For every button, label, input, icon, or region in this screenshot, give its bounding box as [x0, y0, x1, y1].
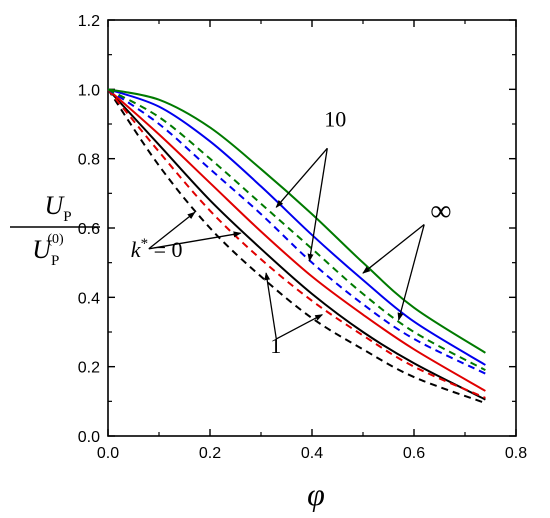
- y-tick-label: 0.2: [78, 360, 100, 377]
- series-line-8: [107, 88, 486, 372]
- svg-text:UP(0): UP (0): [32, 232, 64, 269]
- y-tick-label: 0.0: [78, 429, 100, 446]
- y-tick-label: 0.8: [78, 152, 100, 169]
- annotation-arrow: [275, 314, 324, 340]
- y-label-num-sub: P: [63, 209, 71, 225]
- y-label-num-main: U: [44, 191, 65, 220]
- annotation-label: k* = 0: [131, 236, 183, 262]
- x-tick-label: 0.0: [97, 445, 119, 462]
- annotation-label-main: k: [131, 237, 142, 262]
- annotation-arrow: [275, 147, 328, 208]
- y-tick-label: 0.6: [78, 221, 100, 238]
- series-line-1: [107, 88, 486, 401]
- series-line-3: [107, 88, 486, 392]
- x-tick-label: 0.8: [505, 445, 527, 462]
- y-axis-label: UP UP(0): [10, 191, 100, 269]
- y-tick-label: 1.2: [78, 13, 100, 30]
- y-tick-label: 1.0: [78, 82, 100, 99]
- y-tick-label: 0.4: [78, 290, 100, 307]
- series-line-2: [107, 88, 486, 405]
- x-tick-label: 0.2: [199, 445, 221, 462]
- x-tick-label: 0.4: [301, 445, 323, 462]
- annotation-label-rest: = 0: [148, 237, 182, 262]
- y-label-den-sup: (0): [47, 232, 64, 247]
- axis-labels: φ UP UP(0): [10, 191, 325, 512]
- annotation-label: 10: [324, 106, 346, 131]
- series-line-5: [107, 88, 486, 366]
- series-lines: [107, 88, 486, 405]
- series-line-4: [107, 88, 486, 399]
- series-line-6: [107, 88, 486, 375]
- annotation-arrow: [264, 272, 277, 340]
- annotation-arrow: [148, 231, 242, 250]
- series-line-7: [107, 88, 486, 354]
- annotations: 10 ∞ 1 k* = 0: [131, 106, 452, 358]
- x-tick-label: 0.6: [403, 445, 425, 462]
- y-label-den-main: U: [32, 235, 53, 264]
- annotation-arrow: [397, 224, 425, 321]
- annotation-label: 1: [270, 333, 281, 358]
- y-label-den-sub: P: [51, 253, 59, 269]
- annotation-arrow: [307, 148, 328, 262]
- x-axis-label: φ: [307, 476, 325, 512]
- annotation-arrow: [362, 224, 425, 274]
- annotation-label: ∞: [430, 195, 451, 228]
- svg-text:UP: UP: [44, 191, 71, 225]
- annotation-arrow: [148, 211, 196, 250]
- annotation-label-star: *: [141, 236, 149, 252]
- plot-axes: 0.0 0.2 0.4 0.6 0.8 0.0 0.2 0.4 0.6 0.8 1.0 1.2: [78, 13, 527, 462]
